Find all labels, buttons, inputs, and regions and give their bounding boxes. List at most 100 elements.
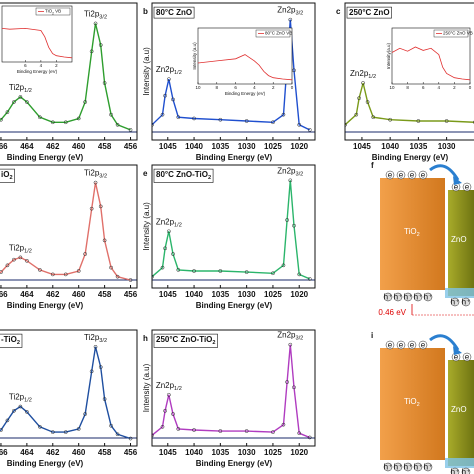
data-point xyxy=(83,100,88,104)
data-point xyxy=(128,278,133,282)
plot xyxy=(0,180,137,282)
x-tick-label: 1020 xyxy=(290,448,308,457)
data-point xyxy=(160,112,165,117)
data-point xyxy=(281,112,286,117)
inset-x-tick-label: 6 xyxy=(24,63,27,68)
material-label-main: TiO xyxy=(404,227,417,236)
peak-label-sub: 3/2 xyxy=(99,174,107,180)
data-point xyxy=(5,263,10,268)
charge xyxy=(461,297,471,307)
data-point xyxy=(171,252,175,256)
material-label-sub: 2 xyxy=(417,402,420,408)
peak-label-main: Zn2p xyxy=(156,381,175,390)
data-point xyxy=(160,265,165,270)
x-tick-label: 458 xyxy=(98,142,112,151)
data-point xyxy=(12,408,16,413)
x-tick-label: 462 xyxy=(46,290,60,299)
zno-block xyxy=(448,190,474,296)
inset-x-tick-label: 0 xyxy=(291,85,294,90)
data-point xyxy=(171,97,175,102)
data-point xyxy=(25,258,29,263)
plot-frame xyxy=(0,329,138,447)
tio2-block xyxy=(380,348,445,460)
charge-label: h⁺ xyxy=(424,292,433,301)
spectrum-line xyxy=(197,54,293,81)
data-point xyxy=(12,100,16,104)
inset-frame xyxy=(197,27,293,85)
peak-label-main: Ti2p xyxy=(9,244,25,253)
x-tick-label: 1035 xyxy=(211,448,229,457)
x-tick-label: 1045 xyxy=(159,448,177,457)
data-point xyxy=(18,95,23,99)
x-tick-label: 466 xyxy=(0,290,8,299)
peak-label-sub: 3/2 xyxy=(99,338,107,344)
panel-title: 80°C ZnO xyxy=(156,8,192,17)
y-axis-label: Intensity (a.u) xyxy=(142,47,151,96)
inset-x-tick-label: 2 xyxy=(453,85,456,90)
material-label-main: ZnO xyxy=(451,235,467,244)
title-box xyxy=(153,6,195,19)
x-axis-label: Binding Energy (eV) xyxy=(196,301,273,310)
data-point xyxy=(271,430,275,434)
charge-label: h⁺ xyxy=(394,462,403,471)
charge xyxy=(461,467,471,474)
peak-label-sub: 1/2 xyxy=(24,398,32,404)
data-point xyxy=(109,112,113,117)
data-point xyxy=(98,43,103,47)
data-point xyxy=(271,271,275,276)
data-point xyxy=(83,252,88,256)
title-box xyxy=(0,168,15,183)
charge-label: h⁺ xyxy=(404,462,413,471)
inset-legend-label-main: 250°C ZnO VB xyxy=(443,31,473,36)
peak-label: Zn2p3/2 xyxy=(277,6,303,17)
panel-title-sub: 2 xyxy=(208,175,211,181)
inset-legend-box xyxy=(255,29,291,38)
plot-frame xyxy=(151,164,316,289)
data-point xyxy=(37,115,42,120)
charge-label: h⁺ xyxy=(404,292,413,301)
offset-label: 0.46 eV xyxy=(378,308,406,317)
x-tick-label: 1035 xyxy=(211,290,229,299)
charge xyxy=(385,340,395,350)
data-point xyxy=(89,49,94,54)
x-tick-label: 462 xyxy=(46,142,60,151)
x-tick-label: 1025 xyxy=(264,142,282,151)
x-tick-label: 1045 xyxy=(159,142,177,151)
peak-label-main: Ti2p xyxy=(84,333,100,342)
peak-label-sub: 1/2 xyxy=(24,249,32,255)
plot xyxy=(0,344,137,441)
x-tick-label: 464 xyxy=(20,290,34,299)
charge-label: h⁺ xyxy=(414,292,423,301)
data-point xyxy=(63,272,68,277)
title-box xyxy=(153,168,214,183)
data-point xyxy=(89,206,94,211)
data-point xyxy=(12,257,16,262)
data-point xyxy=(288,17,293,22)
data-point xyxy=(171,412,175,416)
data-point xyxy=(163,93,167,98)
charge xyxy=(407,340,417,350)
data-point xyxy=(93,21,98,26)
data-point xyxy=(37,268,42,272)
data-point xyxy=(244,270,249,274)
data-point xyxy=(472,120,474,124)
data-point xyxy=(288,178,293,183)
data-point xyxy=(115,274,120,279)
x-tick-label: 1035 xyxy=(409,142,427,151)
data-point xyxy=(192,116,196,121)
data-point xyxy=(371,115,376,120)
inset-frame xyxy=(1,5,73,63)
data-point xyxy=(18,404,23,409)
x-tick-label: 1020 xyxy=(290,290,308,299)
charge xyxy=(403,292,413,302)
panel-title-sub: 2 xyxy=(17,340,20,346)
material-label-main: TiO xyxy=(404,397,417,406)
charge-label: e xyxy=(421,170,426,179)
panel-title: -TiO2 xyxy=(1,335,20,346)
transfer-arrow xyxy=(429,164,460,181)
spectrum-line xyxy=(0,346,131,440)
plot xyxy=(345,81,474,133)
data-point xyxy=(18,255,23,260)
material-label-main: ZnO xyxy=(451,405,467,414)
